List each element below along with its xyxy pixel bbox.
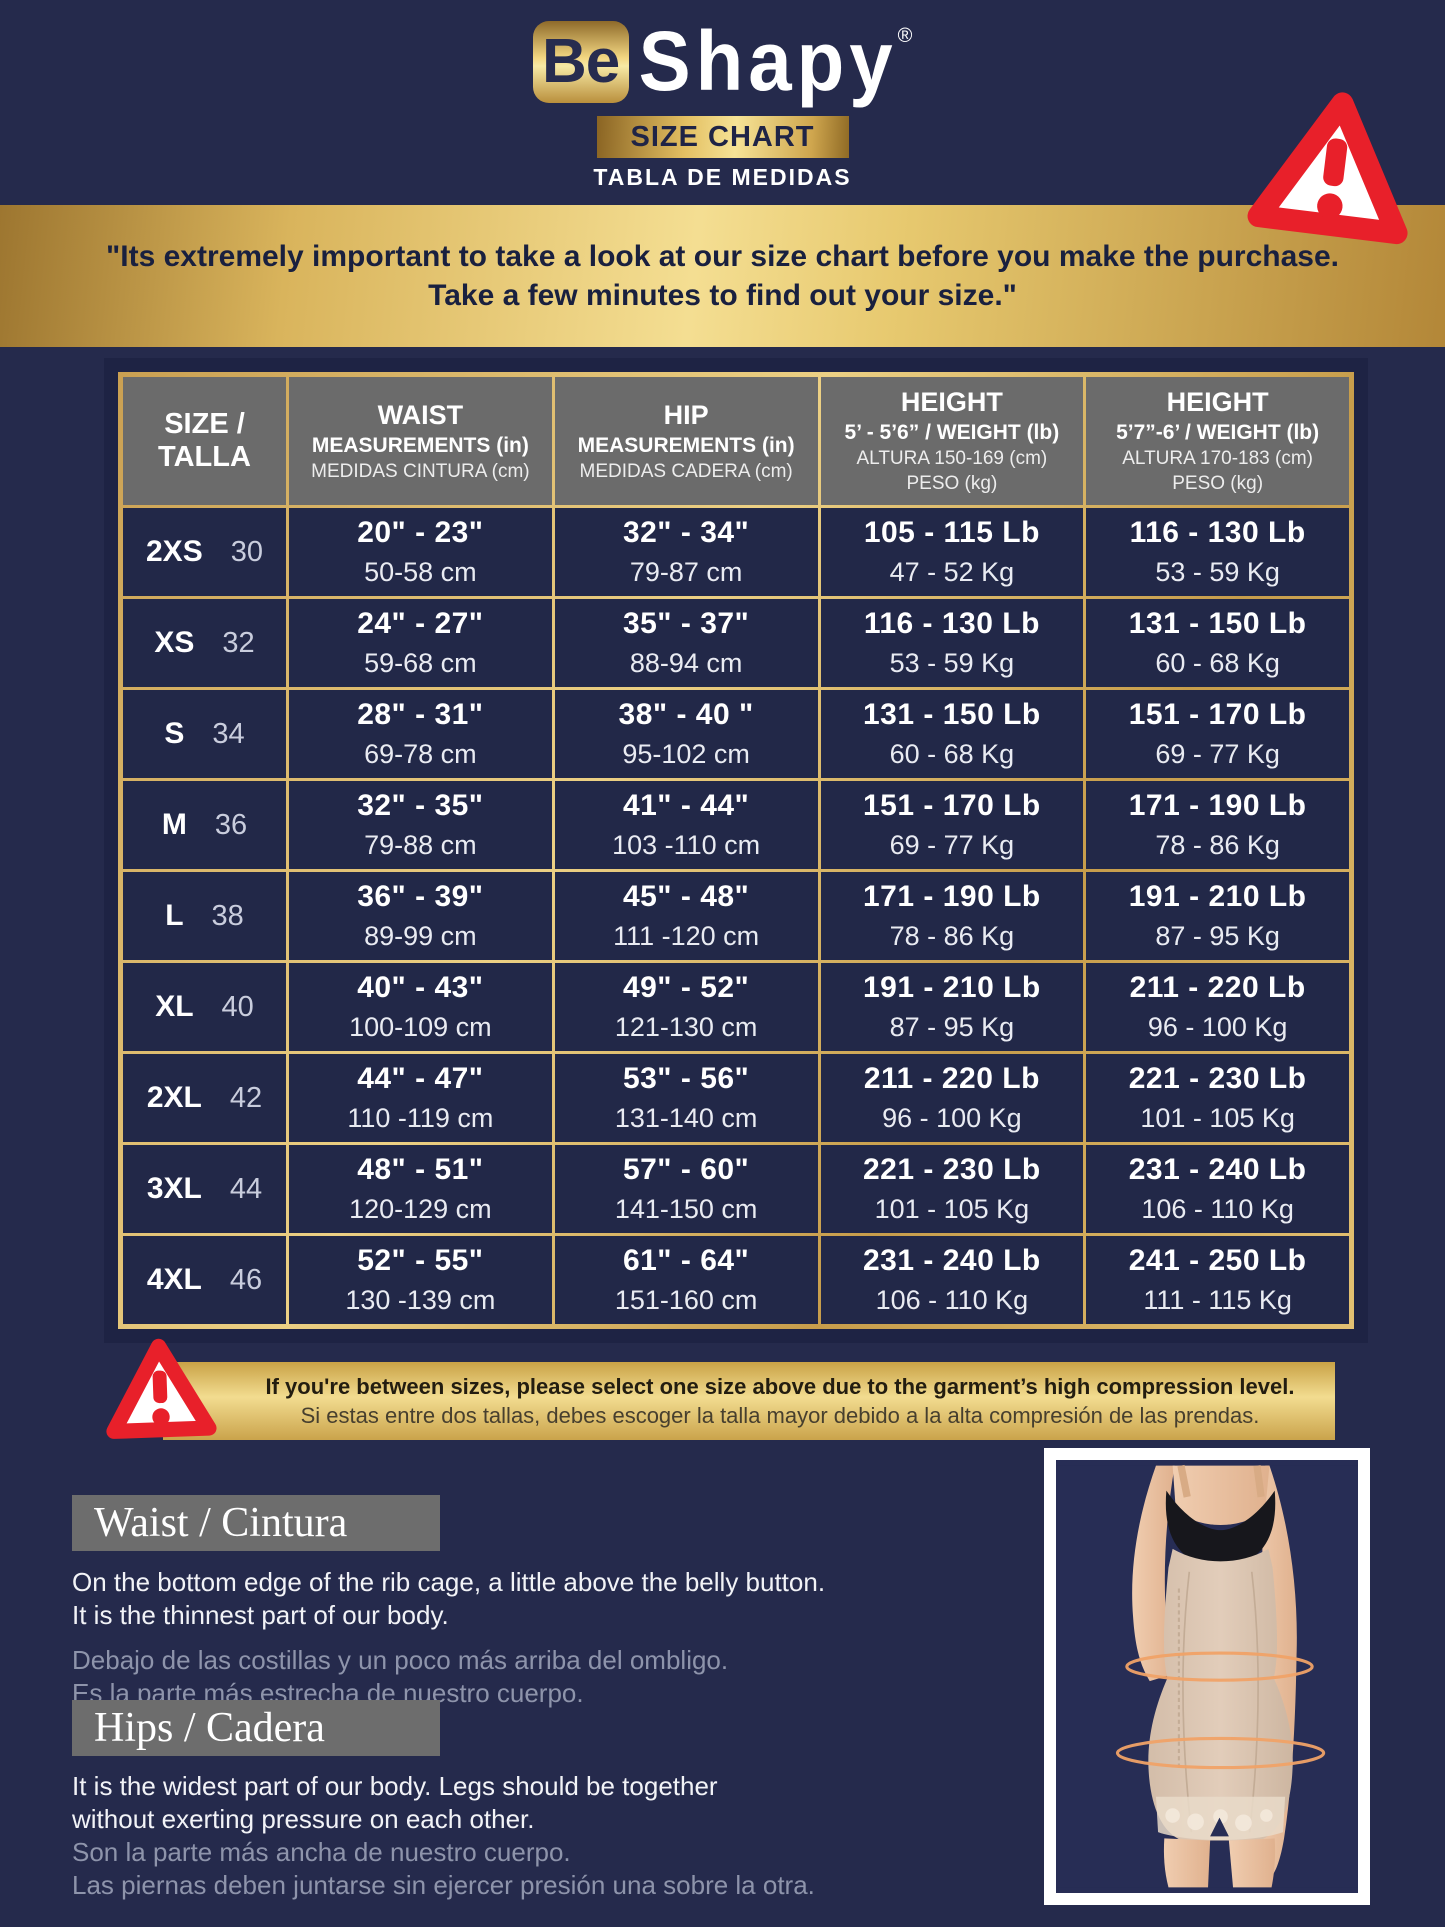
table-cell-hip: 61" - 64" 151-160 cm [554, 1236, 818, 1324]
table-cell-waist: 48" - 51" 120-129 cm [289, 1145, 552, 1233]
table-cell-weight-1: 116 - 130 Lb 53 - 59 Kg [820, 599, 1084, 687]
table-cell-weight-2: 151 - 170 Lb 69 - 77 Kg [1086, 690, 1349, 778]
table-row-size-label: 3XL 44 [123, 1145, 286, 1233]
compression-note: If you're between sizes, please select o… [163, 1362, 1335, 1440]
table-cell-waist: 40" - 43" 100-109 cm [289, 963, 552, 1051]
column-header-height-2: HEIGHT 5’7”-6’ / WEIGHT (lb) ALTURA 170-… [1086, 377, 1349, 505]
waist-description-en: On the bottom edge of the rib cage, a li… [72, 1567, 826, 1630]
table-row-size-label: 2XL 42 [123, 1054, 286, 1142]
table-cell-hip: 32" - 34" 79-87 cm [554, 508, 818, 596]
table-cell-weight-1: 105 - 115 Lb 47 - 52 Kg [820, 508, 1084, 596]
table-cell-weight-2: 221 - 230 Lb 101 - 105 Kg [1086, 1054, 1349, 1142]
table-cell-waist: 20" - 23" 50-58 cm [289, 508, 552, 596]
table-cell-weight-1: 151 - 170 Lb 69 - 77 Kg [820, 781, 1084, 869]
warning-triangle-icon [1247, 92, 1408, 245]
table-row-size-label: XS 32 [123, 599, 286, 687]
size-table: SIZE / TALLA WAIST MEASUREMENTS (in) MED… [118, 372, 1354, 1329]
table-cell-waist: 32" - 35" 79-88 cm [289, 781, 552, 869]
table-cell-weight-2: 131 - 150 Lb 60 - 68 Kg [1086, 599, 1349, 687]
registered-mark: ® [897, 25, 913, 47]
page-subtitle: TABLA DE MEDIDAS [593, 164, 852, 190]
table-cell-waist: 24" - 27" 59-68 cm [289, 599, 552, 687]
table-cell-weight-2: 191 - 210 Lb 87 - 95 Kg [1086, 872, 1349, 960]
table-cell-weight-2: 211 - 220 Lb 96 - 100 Kg [1086, 963, 1349, 1051]
table-cell-waist: 52" - 55" 130 -139 cm [289, 1236, 552, 1324]
table-cell-weight-1: 131 - 150 Lb 60 - 68 Kg [820, 690, 1084, 778]
shapewear-illustration [1056, 1464, 1358, 1888]
column-header-height-1: HEIGHT 5’ - 5’6” / WEIGHT (lb) ALTURA 15… [820, 377, 1084, 505]
compression-note-en: If you're between sizes, please select o… [265, 1374, 1295, 1399]
table-cell-waist: 36" - 39" 89-99 cm [289, 872, 552, 960]
table-cell-hip: 35" - 37" 88-94 cm [554, 599, 818, 687]
logo-be-badge: Be [532, 20, 629, 103]
table-cell-hip: 57" - 60" 141-150 cm [554, 1145, 818, 1233]
hips-description-es: Son la parte más ancha de nuestro cuerpo… [72, 1837, 815, 1900]
table-cell-weight-2: 231 - 240 Lb 106 - 110 Kg [1086, 1145, 1349, 1233]
waist-section-title: Waist / Cintura [72, 1495, 440, 1551]
table-cell-weight-2: 116 - 130 Lb 53 - 59 Kg [1086, 508, 1349, 596]
column-header-hip: HIP MEASUREMENTS (in) MEDIDAS CADERA (cm… [554, 377, 818, 505]
table-cell-waist: 44" - 47" 110 -119 cm [289, 1054, 552, 1142]
column-header-waist: WAIST MEASUREMENTS (in) MEDIDAS CINTURA … [289, 377, 552, 505]
compression-note-es: Si estas entre dos tallas, debes escoger… [300, 1403, 1260, 1428]
table-cell-weight-1: 191 - 210 Lb 87 - 95 Kg [820, 963, 1084, 1051]
hips-description-en: It is the widest part of our body. Legs … [72, 1771, 718, 1834]
table-cell-weight-1: 231 - 240 Lb 106 - 110 Kg [820, 1236, 1084, 1324]
brand-logo: Be Shapy® [0, 13, 1445, 108]
table-cell-hip: 38" - 40 " 95-102 cm [554, 690, 818, 778]
table-cell-waist: 28" - 31" 69-78 cm [289, 690, 552, 778]
logo-shapy-text: Shapy [638, 13, 898, 109]
table-cell-weight-1: 171 - 190 Lb 78 - 86 Kg [820, 872, 1084, 960]
column-header-size: SIZE / TALLA [123, 377, 286, 505]
table-cell-hip: 49" - 52" 121-130 cm [554, 963, 818, 1051]
warning-triangle-icon [106, 1338, 217, 1439]
table-row-size-label: 2XS 30 [123, 508, 286, 596]
hips-section-title: Hips / Cadera [72, 1700, 440, 1756]
table-cell-hip: 41" - 44" 103 -110 cm [554, 781, 818, 869]
product-photo [1044, 1448, 1370, 1905]
quote-banner: "Its extremely important to take a look … [0, 205, 1445, 347]
table-row-size-label: 4XL 46 [123, 1236, 286, 1324]
table-cell-weight-2: 171 - 190 Lb 78 - 86 Kg [1086, 781, 1349, 869]
quote-line-2: Take a few minutes to find out your size… [428, 279, 1017, 312]
table-row-size-label: S 34 [123, 690, 286, 778]
table-row-size-label: XL 40 [123, 963, 286, 1051]
table-cell-hip: 45" - 48" 111 -120 cm [554, 872, 818, 960]
table-cell-weight-1: 211 - 220 Lb 96 - 100 Kg [820, 1054, 1084, 1142]
table-cell-hip: 53" - 56" 131-140 cm [554, 1054, 818, 1142]
table-row-size-label: L 38 [123, 872, 286, 960]
page-title: SIZE CHART [596, 116, 849, 158]
table-cell-weight-1: 221 - 230 Lb 101 - 105 Kg [820, 1145, 1084, 1233]
table-row-size-label: M 36 [123, 781, 286, 869]
quote-line-1: "Its extremely important to take a look … [106, 240, 1339, 273]
table-cell-weight-2: 241 - 250 Lb 111 - 115 Kg [1086, 1236, 1349, 1324]
